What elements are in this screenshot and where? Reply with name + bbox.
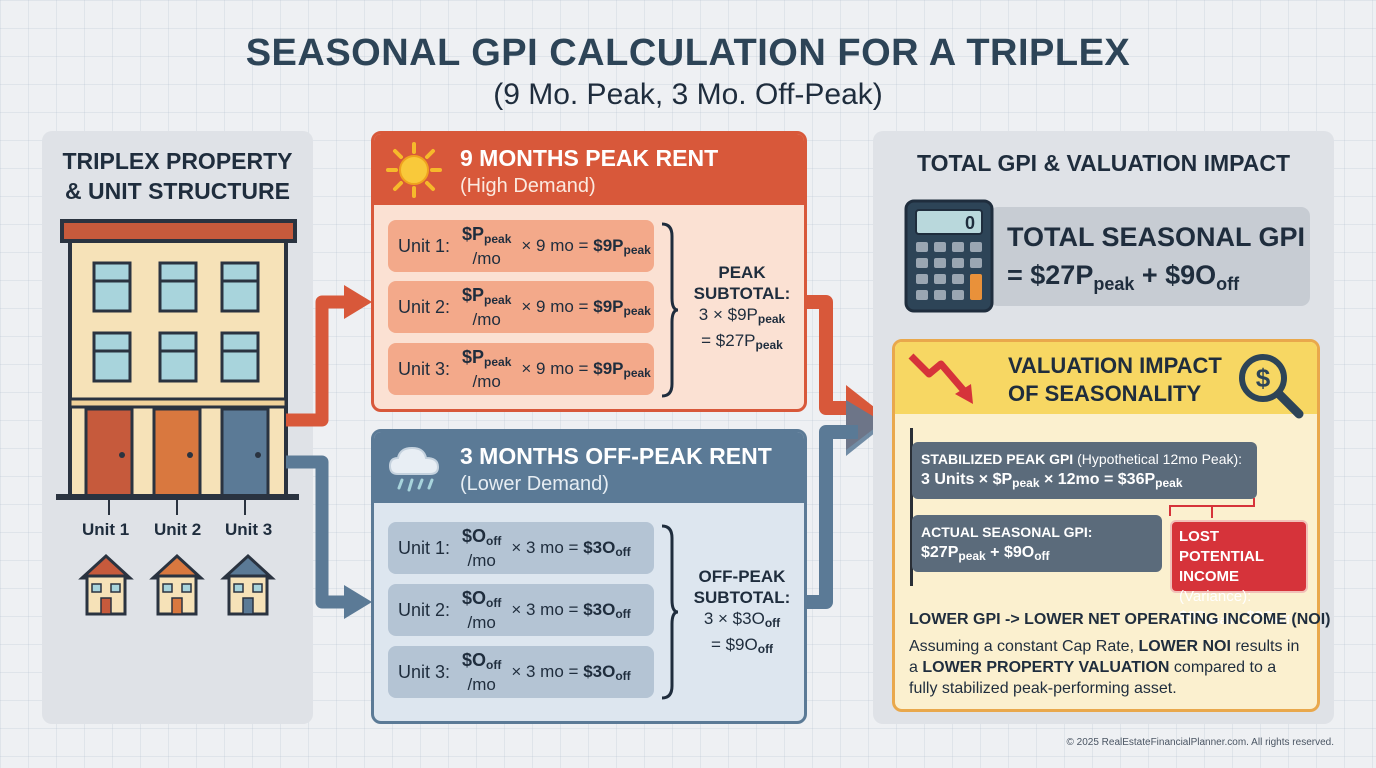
unit-label-3: Unit 3 — [225, 520, 273, 539]
peak-rent-title: 9 MONTHS PEAK RENT — [460, 145, 719, 171]
valuation-impact-title: VALUATION IMPACT OF SEASONALITY — [1008, 353, 1222, 406]
offpeak-rent-header: 3 MONTHS OFF-PEAK RENT (Lower Demand) — [374, 432, 804, 503]
offpeak-row-unit-3: Unit 3: $Ooff/mo × 3 mo = $3Ooff — [388, 646, 654, 698]
offpeak-brace — [661, 524, 679, 700]
offpeak-rent-title: 3 MONTHS OFF-PEAK RENT — [460, 443, 772, 469]
noi-heading: LOWER GPI -> LOWER NET OPERATING INCOME … — [909, 611, 1331, 628]
row-label: Unit 1: — [398, 235, 451, 256]
peak-rent-header: 9 MONTHS PEAK RENT (High Demand) — [374, 134, 804, 205]
offpeak-row-unit-1: Unit 1: $Ooff/mo × 3 mo = $3Ooff — [388, 522, 654, 574]
valuation-impact-header: VALUATION IMPACT OF SEASONALITY $ — [895, 342, 1317, 419]
arrow-to-peak — [286, 295, 346, 427]
sun-icon — [386, 142, 442, 198]
rain-cloud-icon — [388, 446, 440, 492]
arrow-peak-to-total — [806, 295, 858, 415]
row-label: Unit 2: — [398, 599, 451, 620]
svg-text:0: 0 — [965, 213, 975, 233]
page-subtitle: (9 Mo. Peak, 3 Mo. Off-Peak) — [493, 78, 883, 111]
property-title-line1: TRIPLEX PROPERTY — [62, 148, 293, 174]
arrow-to-offpeak — [286, 455, 346, 609]
peak-subtotal: PEAK SUBTOTAL: 3 × $9Ppeak = $27Ppeak — [693, 263, 791, 352]
peak-row-unit-2: Unit 2: $Ppeak/mo × 9 mo = $9Ppeak — [388, 281, 654, 333]
calculator-icon: 0 — [904, 199, 994, 313]
unit-houses-icon — [78, 553, 276, 616]
peak-row-unit-1: Unit 1: $Ppeak/mo × 9 mo = $9Ppeak — [388, 220, 654, 272]
total-gpi-box — [989, 207, 1310, 306]
row-label: Unit 3: — [398, 661, 451, 682]
arrow-head-peak — [344, 285, 372, 319]
triplex-building-icon — [56, 219, 299, 515]
comparison-axis — [910, 428, 913, 586]
svg-text:$: $ — [1256, 363, 1271, 393]
peak-brace — [661, 222, 679, 398]
down-trend-arrow-icon — [908, 353, 973, 404]
peak-rent-subtitle: (High Demand) — [460, 175, 596, 197]
row-label: Unit 2: — [398, 296, 451, 317]
dollar-magnifier-icon: $ — [1239, 354, 1304, 419]
arrow-head-offpeak — [344, 585, 372, 619]
actual-seasonal-gpi-box: ACTUAL SEASONAL GPI: $27Ppeak + $9Ooff — [912, 515, 1162, 572]
unit-label-2: Unit 2 — [154, 520, 202, 539]
peak-rent-card: 9 MONTHS PEAK RENT (High Demand) Unit 1:… — [371, 131, 807, 412]
property-title-line2: & UNIT STRUCTURE — [65, 178, 290, 204]
offpeak-row-unit-2: Unit 2: $Ooff/mo × 3 mo = $3Ooff — [388, 584, 654, 636]
arrow-offpeak-to-total — [806, 425, 858, 609]
page-title: SEASONAL GPI CALCULATION FOR A TRIPLEX — [245, 32, 1131, 74]
copyright-footer: © 2025 RealEstateFinancialPlanner.com. A… — [1066, 737, 1334, 748]
row-label: Unit 3: — [398, 358, 451, 379]
property-panel-title: TRIPLEX PROPERTY & UNIT STRUCTURE — [42, 146, 313, 206]
peak-row-unit-3: Unit 3: $Ppeak/mo × 9 mo = $9Ppeak — [388, 343, 654, 395]
offpeak-rent-card: 3 MONTHS OFF-PEAK RENT (Lower Demand) Un… — [371, 429, 807, 724]
noi-explanation: Assuming a constant Cap Rate, LOWER NOI … — [909, 638, 1300, 697]
offpeak-subtotal: OFF-PEAK SUBTOTAL: 3 × $3Ooff = $9Ooff — [693, 567, 791, 656]
offpeak-rent-subtitle: (Lower Demand) — [460, 473, 609, 495]
variance-bracket — [1169, 498, 1255, 518]
total-gpi-text: TOTAL SEASONAL GPI = $27Ppeak + $9Ooff — [1007, 222, 1306, 294]
unit-label-1: Unit 1 — [82, 520, 130, 539]
lost-potential-income-box: LOST POTENTIAL INCOME (Variance): $9Ppea… — [1170, 520, 1308, 627]
total-panel-title: TOTAL GPI & VALUATION IMPACT — [916, 150, 1291, 176]
row-label: Unit 1: — [398, 537, 451, 558]
stabilized-peak-gpi-box: STABILIZED PEAK GPI (Hypothetical 12mo P… — [912, 442, 1257, 499]
